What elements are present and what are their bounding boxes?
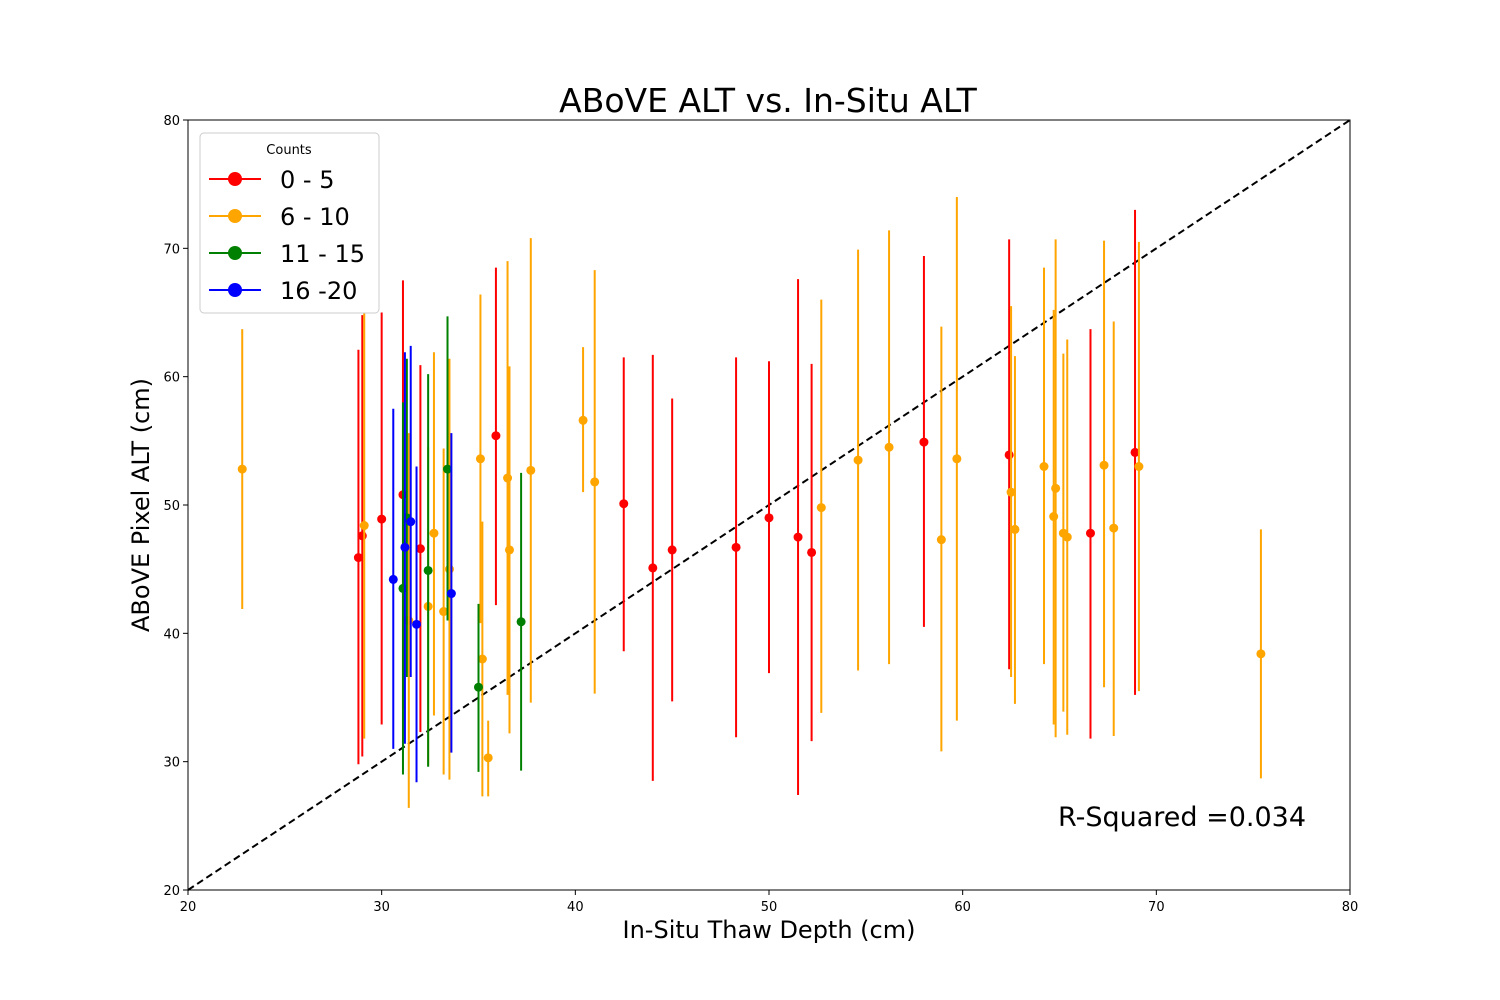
data-point	[1085, 528, 1095, 538]
data-point	[1051, 483, 1061, 493]
x-tick-label: 80	[1342, 900, 1359, 915]
data-point	[491, 431, 501, 441]
data-point	[357, 531, 367, 541]
data-point	[1010, 524, 1020, 534]
legend-title: Counts	[266, 143, 312, 158]
series-2	[237, 197, 1266, 808]
x-tick-label: 20	[180, 900, 197, 915]
data-point	[439, 607, 449, 617]
data-point	[477, 654, 487, 664]
data-point	[853, 455, 863, 465]
data-points-layer	[237, 197, 1266, 808]
y-tick-label: 70	[163, 242, 180, 257]
legend-marker	[228, 246, 242, 260]
data-point	[415, 544, 425, 554]
data-point	[919, 437, 929, 447]
data-point	[526, 465, 536, 475]
data-point	[1049, 512, 1059, 522]
data-point	[429, 528, 439, 538]
data-point	[1099, 460, 1109, 470]
x-tick-label: 50	[761, 900, 778, 915]
data-point	[406, 517, 416, 527]
y-tick-label: 20	[163, 884, 180, 899]
chart-title: ABoVE ALT vs. In-Situ ALT	[559, 81, 978, 120]
legend-label: 11 - 15	[280, 240, 365, 268]
y-tick-label: 80	[163, 114, 180, 129]
x-tick-label: 70	[1148, 900, 1165, 915]
y-tick-label: 40	[163, 627, 180, 642]
series-4	[388, 345, 456, 783]
data-point	[884, 442, 894, 452]
data-point	[619, 499, 629, 509]
data-point	[475, 454, 485, 464]
data-point	[1134, 462, 1144, 471]
legend-entries: 0 - 5 6 - 10 11 - 15 16 -20	[209, 166, 365, 305]
data-point	[1109, 523, 1119, 533]
data-point	[667, 545, 677, 555]
series-3	[398, 316, 526, 775]
data-point	[816, 503, 826, 513]
r-squared-annotation: R-Squared =0.034	[1058, 802, 1306, 833]
legend-label: 16 -20	[280, 277, 357, 305]
data-point	[353, 553, 363, 563]
data-point	[446, 589, 456, 599]
data-point	[237, 464, 247, 474]
y-tick-label: 50	[163, 499, 180, 514]
data-point	[483, 753, 493, 763]
data-point	[764, 513, 774, 523]
data-point	[578, 415, 588, 425]
data-point	[388, 574, 398, 584]
x-tick-label: 60	[954, 900, 971, 915]
series-1	[353, 209, 1140, 796]
data-point	[398, 583, 408, 593]
data-point	[412, 619, 422, 629]
data-point	[359, 521, 369, 531]
data-point	[1006, 487, 1016, 497]
y-axis-label: ABoVE Pixel ALT (cm)	[127, 378, 155, 632]
y-tick-label: 30	[163, 756, 180, 771]
data-point	[377, 514, 387, 524]
data-point	[400, 542, 410, 552]
data-point	[793, 532, 803, 542]
data-point	[444, 564, 454, 574]
data-point	[952, 454, 962, 464]
data-point	[648, 563, 658, 573]
legend-label: 6 - 10	[280, 203, 350, 231]
legend: Counts 0 - 5 6 - 10 11 - 15 16 -20	[199, 132, 380, 314]
legend-marker	[228, 209, 242, 223]
legend-marker	[228, 172, 242, 186]
data-point	[590, 477, 600, 487]
legend-marker	[228, 283, 242, 297]
data-point	[936, 535, 946, 545]
x-tick-label: 40	[567, 900, 584, 915]
data-point	[443, 464, 453, 474]
data-point	[731, 542, 741, 552]
x-tick-label: 30	[373, 900, 390, 915]
data-point	[474, 682, 483, 692]
data-point	[504, 545, 514, 555]
x-axis-label: In-Situ Thaw Depth (cm)	[623, 916, 916, 944]
data-point	[503, 473, 513, 483]
data-point	[1062, 532, 1072, 542]
axis-ticks: 20 30 40 50 60 70 80 20 30 40 50 60 70 80	[163, 114, 1358, 915]
y-tick-label: 60	[163, 371, 180, 386]
data-point	[1004, 450, 1014, 460]
data-point	[1039, 462, 1049, 471]
data-point	[516, 617, 526, 627]
legend-label: 0 - 5	[280, 166, 334, 194]
data-point	[807, 547, 817, 557]
data-point	[1130, 447, 1140, 457]
data-point	[423, 565, 433, 575]
data-point	[1256, 649, 1266, 659]
